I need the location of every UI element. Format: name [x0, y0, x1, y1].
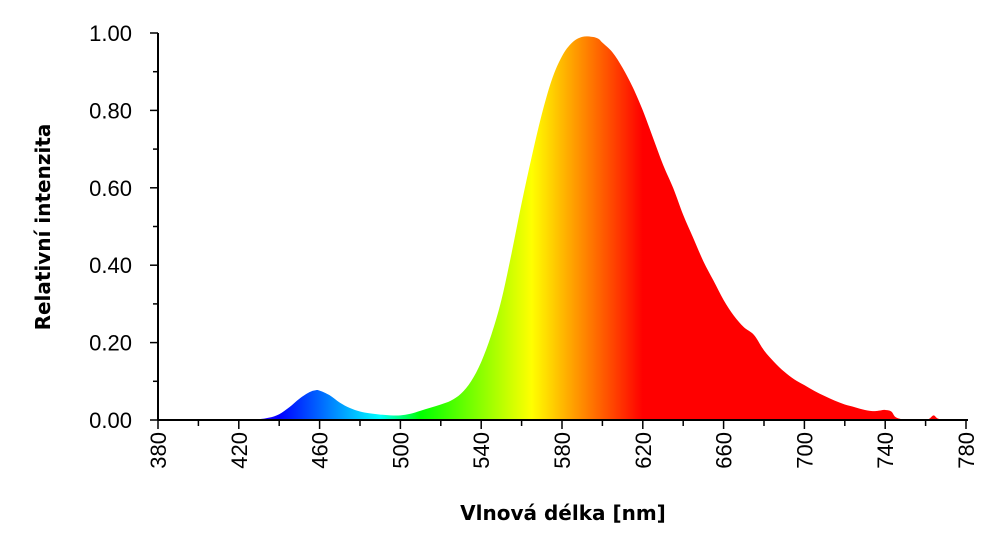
spectrum-area — [158, 36, 966, 420]
y-tick-label: 1.00 — [89, 21, 132, 46]
x-tick-label: 740 — [873, 432, 898, 469]
y-tick-label: 0.60 — [89, 176, 132, 201]
x-tick-label: 540 — [469, 432, 494, 469]
x-tick-label: 380 — [146, 432, 171, 469]
x-tick-label: 780 — [954, 432, 979, 469]
x-axis-ticks: 380 420 460 500 540 580 620 660 700 740 780 — [146, 420, 979, 469]
y-axis-ticks: 0.00 0.20 0.40 0.60 0.80 1.00 — [89, 21, 158, 433]
x-tick-label: 460 — [308, 432, 333, 469]
x-axis-title: Vlnová délka [nm] — [460, 501, 666, 525]
y-tick-label: 0.00 — [89, 408, 132, 433]
y-axis-title: Relativní intenzita — [31, 124, 55, 331]
x-tick-label: 700 — [792, 432, 817, 469]
y-tick-label: 0.80 — [89, 98, 132, 123]
x-tick-label: 500 — [388, 432, 413, 469]
x-tick-label: 580 — [550, 432, 575, 469]
x-tick-label: 620 — [631, 432, 656, 469]
y-tick-label: 0.40 — [89, 253, 132, 278]
y-tick-label: 0.20 — [89, 331, 132, 356]
x-tick-label: 660 — [712, 432, 737, 469]
x-tick-label: 420 — [227, 432, 252, 469]
